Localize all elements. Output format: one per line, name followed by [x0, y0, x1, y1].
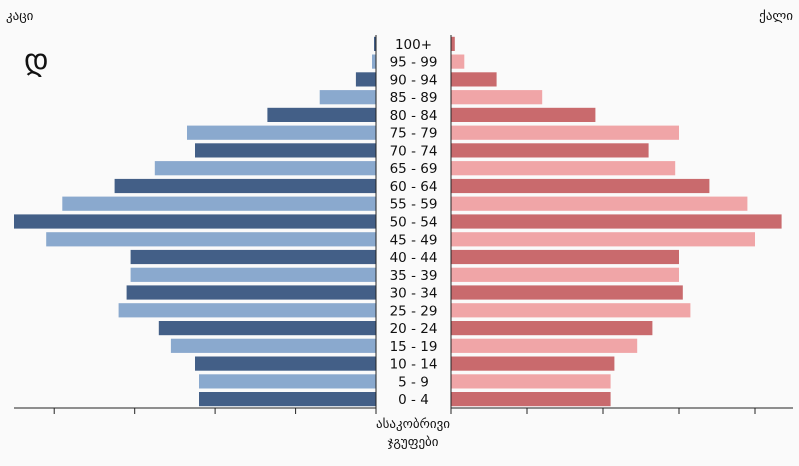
age-group-label: 90 - 94 — [390, 72, 438, 88]
female-bar-15-19 — [451, 338, 638, 353]
age-group-label: 65 - 69 — [390, 161, 438, 177]
age-group-label: 80 - 84 — [390, 108, 438, 124]
male-bar-80-84 — [267, 107, 376, 122]
male-bar-35-39 — [130, 267, 376, 282]
male-bar-70-74 — [195, 143, 376, 158]
male-bar-10-14 — [195, 356, 376, 371]
female-side-label: ქალი — [759, 9, 793, 24]
female-bar-50-54 — [451, 214, 782, 229]
male-bar-0-4 — [199, 392, 376, 407]
male-bar-95-99 — [372, 54, 376, 69]
age-group-label: 85 - 89 — [390, 90, 438, 106]
male-bar-100plus — [374, 36, 376, 51]
age-axis-title-line1: ასაკობრივი — [376, 417, 450, 432]
age-group-label: 100+ — [395, 37, 432, 53]
male-bar-5-9 — [199, 374, 376, 389]
age-group-label: 15 - 19 — [390, 339, 438, 355]
female-bar-85-89 — [451, 90, 543, 105]
age-group-label: 40 - 44 — [390, 250, 438, 266]
age-group-label: 55 - 59 — [390, 197, 438, 213]
female-bar-95-99 — [451, 54, 465, 69]
male-bar-20-24 — [158, 321, 376, 336]
age-group-labels: 0 - 4 5 - 910 - 14 15 - 19 20 - 24 25 - 2930… — [390, 37, 438, 408]
male-bar-30-34 — [126, 285, 376, 300]
age-group-label: 35 - 39 — [390, 268, 438, 284]
age-group-label: 70 - 74 — [390, 144, 438, 160]
female-bar-70-74 — [451, 143, 649, 158]
female-bar-45-49 — [451, 232, 755, 247]
female-bar-90-94 — [451, 72, 497, 87]
female-bar-0-4 — [451, 392, 611, 407]
female-bar-75-79 — [451, 125, 679, 140]
panel-mark-label: დ — [24, 43, 49, 78]
male-bar-90-94 — [355, 72, 376, 87]
male-bar-65-69 — [154, 161, 376, 176]
age-group-label: 50 - 54 — [390, 215, 438, 231]
male-bars — [14, 36, 377, 407]
male-side-label: კაცი — [6, 9, 34, 24]
female-bars — [451, 36, 782, 407]
male-bar-50-54 — [14, 214, 376, 229]
age-group-label: 0 - 4 — [398, 392, 429, 408]
female-bar-80-84 — [451, 107, 596, 122]
female-bar-55-59 — [451, 196, 748, 211]
male-bar-45-49 — [46, 232, 376, 247]
female-bar-30-34 — [451, 285, 683, 300]
age-group-label: 30 - 34 — [390, 286, 438, 302]
age-group-label: 60 - 64 — [390, 179, 438, 195]
age-group-label: 5 - 9 — [398, 374, 429, 390]
female-bar-25-29 — [451, 303, 691, 318]
female-bar-65-69 — [451, 161, 676, 176]
age-group-label: 45 - 49 — [390, 232, 438, 248]
female-bar-100plus — [451, 36, 455, 51]
age-group-label: 75 - 79 — [390, 126, 438, 142]
age-group-label: 10 - 14 — [390, 357, 438, 373]
male-bar-15-19 — [170, 338, 376, 353]
male-bar-60-64 — [114, 178, 376, 194]
axes — [14, 35, 793, 414]
age-axis-title-line2: ჯგუფები — [387, 435, 438, 450]
female-bar-35-39 — [451, 267, 679, 282]
age-group-label: 20 - 24 — [390, 321, 438, 337]
female-bar-60-64 — [451, 178, 710, 194]
female-bar-5-9 — [451, 374, 611, 389]
female-bar-10-14 — [451, 356, 615, 371]
male-bar-25-29 — [118, 303, 376, 318]
male-bar-40-44 — [130, 249, 376, 265]
male-bar-55-59 — [62, 196, 377, 211]
male-bar-75-79 — [187, 125, 376, 140]
female-bar-20-24 — [451, 321, 653, 336]
age-group-label: 95 - 99 — [390, 55, 438, 71]
age-group-label: 25 - 29 — [390, 303, 438, 319]
female-bar-40-44 — [451, 249, 679, 265]
male-bar-85-89 — [319, 90, 376, 105]
